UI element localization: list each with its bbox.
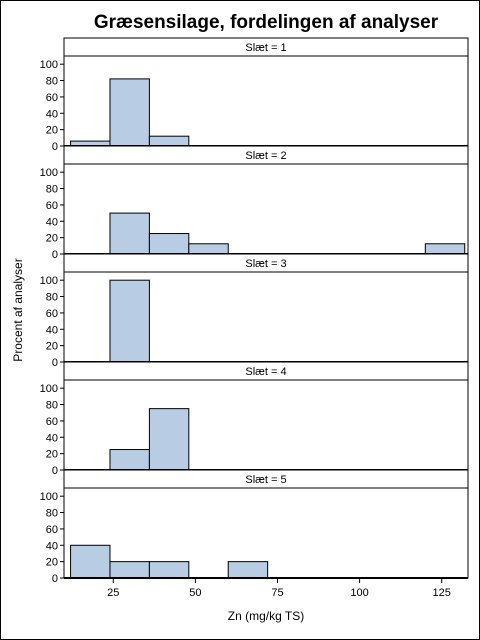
- histogram-bar: [227, 561, 269, 579]
- y-tick-label: 20: [46, 557, 58, 569]
- panel-5: Slæt = 5 0 20 40 60 80 100: [40, 469, 469, 585]
- histogram-bar: [109, 279, 150, 363]
- histogram-bar: [148, 561, 190, 579]
- y-tick-label: 60: [46, 200, 58, 212]
- histogram-bar: [70, 544, 111, 579]
- histogram-bar: [148, 135, 190, 147]
- histogram-bar: [109, 212, 150, 255]
- panel-strip-label: Slæt = 3: [245, 258, 286, 270]
- x-axis: 25 50 75 100 125: [107, 578, 451, 599]
- y-tick-label: 40: [46, 540, 58, 552]
- y-tick-label: 100: [40, 275, 58, 287]
- y-tick-label: 0: [52, 357, 58, 369]
- x-axis-label: Zn (mg/kg TS): [228, 609, 304, 623]
- y-tick-label: 0: [52, 141, 58, 153]
- y-tick-label: 100: [40, 491, 58, 503]
- y-tick-label: 60: [46, 308, 58, 320]
- y-tick-label: 100: [40, 167, 58, 179]
- histogram-bar: [424, 243, 466, 255]
- histogram-bar: [148, 408, 190, 471]
- x-tick-label: 125: [433, 587, 451, 599]
- panel-2: Slæt = 2 0 20 40 60 80 100: [40, 145, 469, 261]
- x-tick-label: 50: [189, 587, 201, 599]
- y-tick-label: 40: [46, 216, 58, 228]
- histogram-bar: [109, 78, 150, 147]
- y-tick-label: 0: [52, 465, 58, 477]
- y-tick-label: 80: [46, 76, 58, 88]
- histogram-bar: [109, 449, 150, 471]
- y-tick-label: 40: [46, 108, 58, 120]
- panels-group: Slæt = 1 0 20 40 60 80 100 Slæt = 2 0 20 40 60 80 100…: [40, 37, 469, 585]
- y-tick-label: 100: [40, 383, 58, 395]
- y-tick-label: 20: [46, 125, 58, 137]
- y-tick-label: 20: [46, 449, 58, 461]
- panel-4: Slæt = 4 0 20 40 60 80 100: [40, 361, 469, 477]
- y-axis-label: Procent af analyser: [11, 258, 25, 361]
- panel-3: Slæt = 3 0 20 40 60 80 100: [40, 253, 469, 369]
- y-tick-label: 20: [46, 341, 58, 353]
- y-tick-label: 60: [46, 416, 58, 428]
- y-tick-label: 60: [46, 524, 58, 536]
- y-tick-label: 40: [46, 432, 58, 444]
- panel-strip-label: Slæt = 1: [245, 42, 286, 54]
- y-tick-label: 40: [46, 324, 58, 336]
- histogram-bar: [109, 561, 150, 579]
- panel-strip-label: Slæt = 4: [245, 366, 286, 378]
- panel-1: Slæt = 1 0 20 40 60 80 100: [40, 37, 469, 153]
- y-tick-label: 60: [46, 92, 58, 104]
- y-tick-label: 80: [46, 400, 58, 412]
- y-tick-label: 100: [40, 59, 58, 71]
- histogram-bar: [148, 233, 190, 255]
- y-tick-label: 0: [52, 249, 58, 261]
- y-tick-label: 80: [46, 292, 58, 304]
- panel-strip-label: Slæt = 5: [245, 474, 286, 486]
- y-tick-label: 80: [46, 508, 58, 520]
- x-tick-label: 25: [107, 587, 119, 599]
- histogram-bar: [188, 243, 229, 255]
- panel-strip-label: Slæt = 2: [245, 150, 286, 162]
- chart-title: Græsensilage, fordelingen af analyser: [94, 12, 439, 33]
- x-tick-label: 100: [350, 587, 368, 599]
- y-tick-label: 20: [46, 233, 58, 245]
- x-tick-label: 75: [271, 587, 283, 599]
- y-tick-label: 0: [52, 573, 58, 585]
- y-tick-label: 80: [46, 184, 58, 196]
